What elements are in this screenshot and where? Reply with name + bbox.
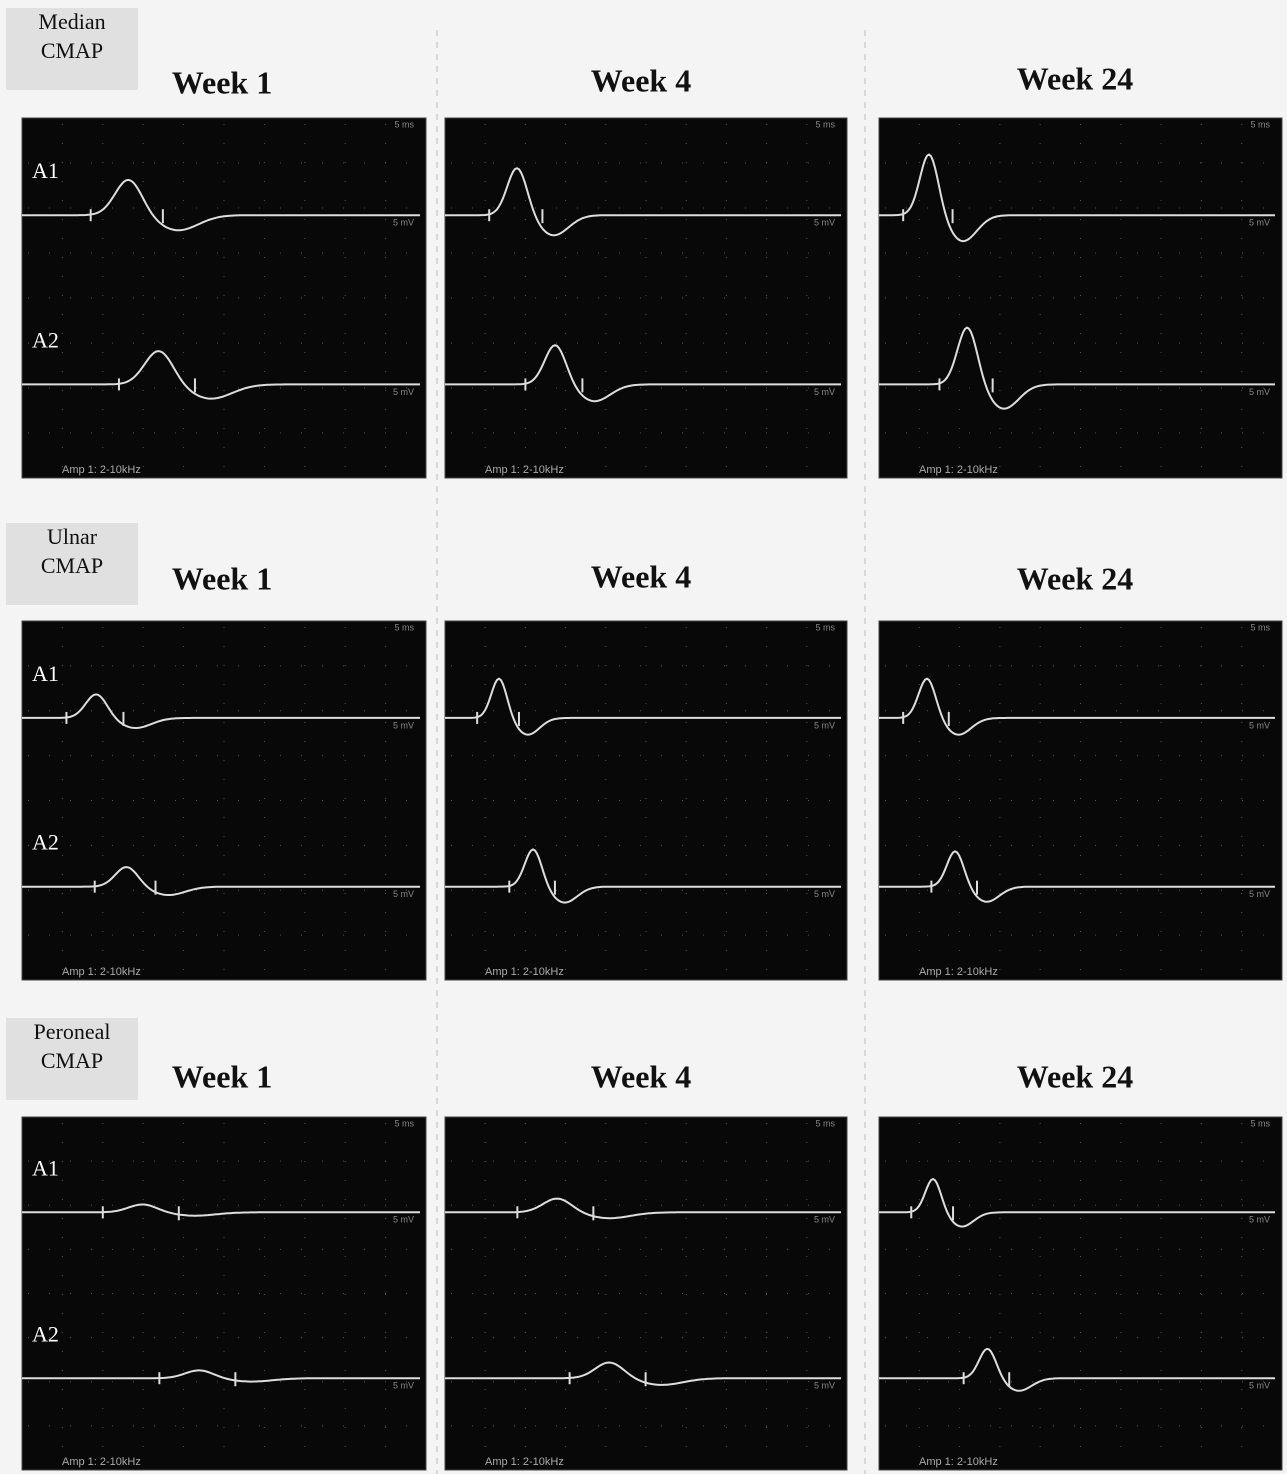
oscilloscope-screen: 5 ms Amp 1: 2-10kHz 5 mV 5 mV xyxy=(445,1117,847,1470)
row-label: Ulnar xyxy=(47,524,98,549)
oscilloscope-screen: 5 ms Amp 1: 2-10kHz 5 mV A1 5 mV A2 xyxy=(22,118,426,478)
row-label: CMAP xyxy=(41,553,103,578)
volt-scale: 5 mV xyxy=(1249,720,1270,730)
time-scale: 5 ms xyxy=(815,119,835,129)
panel-title: Week 24 xyxy=(1017,560,1133,596)
time-scale: 5 ms xyxy=(815,1118,835,1128)
panel-title: Week 24 xyxy=(1017,60,1133,96)
volt-scale: 5 mV xyxy=(393,889,414,899)
time-scale: 5 ms xyxy=(394,1118,414,1128)
volt-scale: 5 mV xyxy=(393,218,414,228)
trace-label: A1 xyxy=(32,661,59,686)
time-scale: 5 ms xyxy=(394,119,414,129)
volt-scale: 5 mV xyxy=(814,387,835,397)
time-scale: 5 ms xyxy=(815,622,835,632)
figure: Median CMAP Week 1 5 ms Amp 1: 2-10kHz 5 mV A1… xyxy=(0,0,1287,1474)
time-scale: 5 ms xyxy=(1250,622,1270,632)
screen-background xyxy=(22,621,426,980)
time-scale: 5 ms xyxy=(1250,1118,1270,1128)
volt-scale: 5 mV xyxy=(1249,387,1270,397)
volt-scale: 5 mV xyxy=(393,387,414,397)
oscilloscope-screen: 5 ms Amp 1: 2-10kHz 5 mV 5 mV xyxy=(879,118,1282,478)
oscilloscope-screen: 5 ms Amp 1: 2-10kHz 5 mV 5 mV xyxy=(445,621,847,980)
oscilloscope-screen: 5 ms Amp 1: 2-10kHz 5 mV 5 mV xyxy=(445,118,847,478)
filter-label: Amp 1: 2-10kHz xyxy=(62,966,141,978)
volt-scale: 5 mV xyxy=(814,218,835,228)
filter-label: Amp 1: 2-10kHz xyxy=(919,1456,998,1468)
trace-label: A1 xyxy=(32,1155,59,1180)
trace-label: A2 xyxy=(32,830,59,855)
volt-scale: 5 mV xyxy=(393,1381,414,1391)
time-scale: 5 ms xyxy=(1250,119,1270,129)
volt-scale: 5 mV xyxy=(814,720,835,730)
time-scale: 5 ms xyxy=(394,622,414,632)
row-label: Peroneal xyxy=(34,1019,111,1044)
panel-title: Week 4 xyxy=(591,558,691,594)
row-label: Median xyxy=(38,9,105,34)
volt-scale: 5 mV xyxy=(393,1215,414,1225)
filter-label: Amp 1: 2-10kHz xyxy=(919,966,998,978)
volt-scale: 5 mV xyxy=(814,1381,835,1391)
row-label: CMAP xyxy=(41,38,103,63)
row-label: CMAP xyxy=(41,1048,103,1073)
filter-label: Amp 1: 2-10kHz xyxy=(62,464,141,476)
volt-scale: 5 mV xyxy=(814,1215,835,1225)
filter-label: Amp 1: 2-10kHz xyxy=(62,1456,141,1468)
page: Median CMAP Week 1 5 ms Amp 1: 2-10kHz 5 mV A1… xyxy=(0,0,1287,1474)
filter-label: Amp 1: 2-10kHz xyxy=(485,464,564,476)
panel-title: Week 1 xyxy=(172,1058,272,1094)
screen-background xyxy=(445,621,847,980)
volt-scale: 5 mV xyxy=(1249,1381,1270,1391)
screen-background xyxy=(445,118,847,478)
screen-background xyxy=(22,1117,426,1470)
panel-title: Week 1 xyxy=(172,560,272,596)
volt-scale: 5 mV xyxy=(814,889,835,899)
volt-scale: 5 mV xyxy=(1249,218,1270,228)
oscilloscope-screen: 5 ms Amp 1: 2-10kHz 5 mV 5 mV xyxy=(879,621,1282,980)
oscilloscope-screen: 5 ms Amp 1: 2-10kHz 5 mV A1 5 mV A2 xyxy=(22,1117,426,1470)
trace-label: A1 xyxy=(32,158,59,183)
oscilloscope-screen: 5 ms Amp 1: 2-10kHz 5 mV A1 5 mV A2 xyxy=(22,621,426,980)
oscilloscope-screen: 5 ms Amp 1: 2-10kHz 5 mV 5 mV xyxy=(879,1117,1282,1470)
trace-label: A2 xyxy=(32,327,59,352)
panel-title: Week 4 xyxy=(591,1058,691,1094)
trace-label: A2 xyxy=(32,1321,59,1346)
panel-title: Week 1 xyxy=(172,64,272,100)
filter-label: Amp 1: 2-10kHz xyxy=(485,1456,564,1468)
filter-label: Amp 1: 2-10kHz xyxy=(919,464,998,476)
screen-background xyxy=(445,1117,847,1470)
screen-background xyxy=(22,118,426,478)
volt-scale: 5 mV xyxy=(393,720,414,730)
panel-title: Week 24 xyxy=(1017,1058,1133,1094)
panel-title: Week 4 xyxy=(591,62,691,98)
volt-scale: 5 mV xyxy=(1249,889,1270,899)
filter-label: Amp 1: 2-10kHz xyxy=(485,966,564,978)
volt-scale: 5 mV xyxy=(1249,1215,1270,1225)
